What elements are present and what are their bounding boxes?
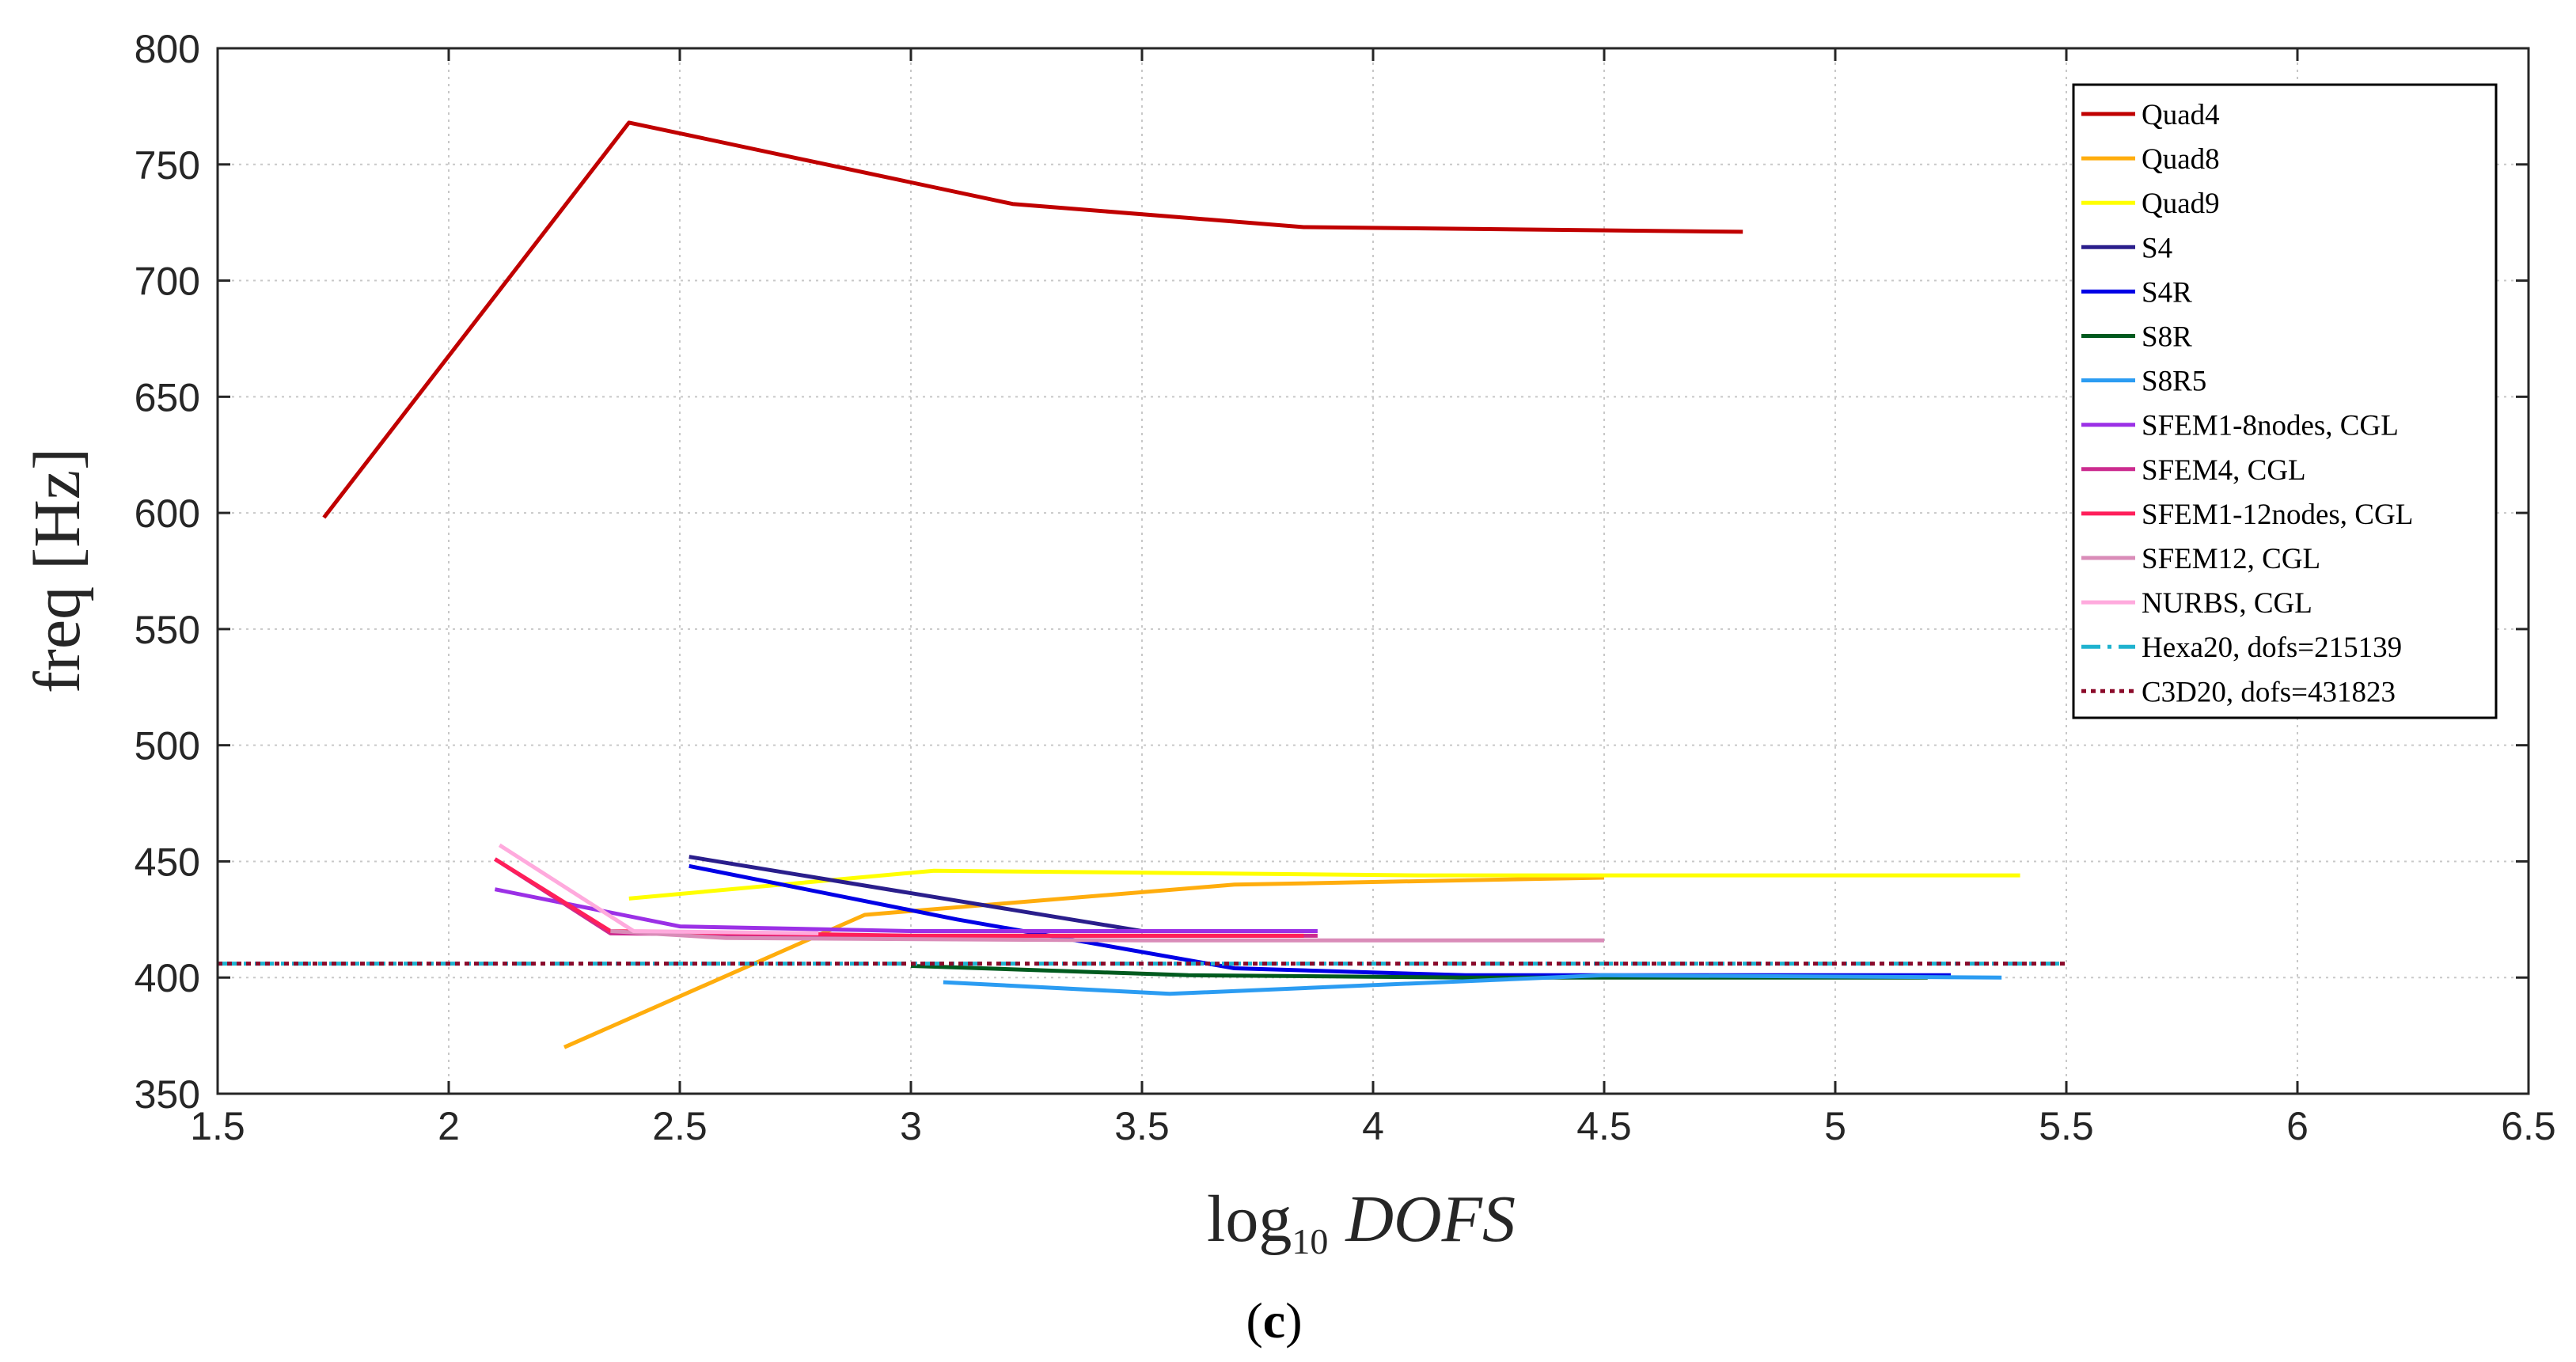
legend-label: SFEM12, CGL [2142, 543, 2320, 575]
legend-label: Quad9 [2142, 188, 2220, 220]
series-line [563, 875, 1605, 1049]
y-tick-label: 600 [135, 491, 200, 536]
y-tick-label: 700 [135, 260, 200, 304]
y-tick-label: 500 [135, 724, 200, 768]
series-line [498, 843, 819, 935]
legend-label: S8R [2142, 321, 2192, 354]
legend-label: NURBS, CGL [2142, 587, 2312, 620]
y-axis-ticks: 350 400 450 500 550 600 650 700 750 800 [135, 27, 2529, 1117]
x-tick-label: 3.5 [1114, 1104, 1170, 1148]
legend-label: S4R [2142, 276, 2192, 309]
legend-label: S4 [2142, 232, 2172, 264]
y-tick-label: 450 [135, 840, 200, 884]
series-line [610, 929, 1604, 943]
x-tick-label: 6.5 [2501, 1104, 2556, 1148]
caption-open-paren: ( [1246, 1292, 1262, 1349]
x-tick-label: 6 [2286, 1104, 2309, 1148]
y-tick-label: 400 [135, 956, 200, 1000]
y-tick-label: 650 [135, 375, 200, 419]
y-tick-label: 750 [135, 143, 200, 188]
x-axis-label-subscript: 10 [1292, 1221, 1328, 1261]
legend-label: Quad8 [2142, 143, 2220, 176]
legend-label: SFEM4, CGL [2142, 454, 2306, 487]
x-axis-label-variable: DOFS [1345, 1182, 1516, 1256]
y-axis-label: freq [Hz] [21, 448, 94, 693]
x-tick-label: 3 [900, 1104, 922, 1148]
x-tick-label: 5.5 [2039, 1104, 2094, 1148]
y-tick-label: 350 [135, 1072, 200, 1117]
caption-close-paren: ) [1285, 1292, 1302, 1349]
legend-label: S8R5 [2142, 366, 2206, 398]
x-tick-label: 2 [438, 1104, 460, 1148]
legend-label: SFEM1-12nodes, CGL [2142, 499, 2413, 531]
series-layer [218, 120, 2066, 1049]
legend-label: C3D20, dofs=431823 [2142, 676, 2396, 708]
x-tick-label: 4 [1362, 1104, 1384, 1148]
legend: Quad4 Quad8 Quad9 S4 S4R S8R S8R5 SFEM1-8nodes,… [2072, 83, 2498, 719]
grid [218, 48, 2529, 1094]
series-line [322, 120, 1743, 519]
x-axis-ticks: 1.5 2 2.5 3 3.5 4 4.5 5 5.5 6 6.5 [190, 48, 2556, 1148]
y-tick-label: 550 [135, 608, 200, 652]
series-line [494, 887, 1318, 933]
legend-box [2072, 83, 2498, 719]
x-tick-label: 5 [1824, 1104, 1846, 1148]
legend-label: Hexa20, dofs=215139 [2142, 632, 2402, 664]
x-axis-label-log: log [1207, 1182, 1292, 1256]
legend-label: SFEM1-8nodes, CGL [2142, 410, 2399, 442]
x-tick-label: 2.5 [652, 1104, 708, 1148]
caption-letter: c [1263, 1292, 1285, 1349]
y-tick-label: 800 [135, 27, 200, 71]
x-tick-label: 4.5 [1576, 1104, 1632, 1148]
series-line [943, 973, 2002, 996]
x-axis-label: log10 DOFS [1207, 1182, 1516, 1261]
legend-label: Quad4 [2142, 99, 2220, 131]
x-tick-label: 1.5 [190, 1104, 245, 1148]
figure-caption: (c) [1246, 1292, 1302, 1349]
